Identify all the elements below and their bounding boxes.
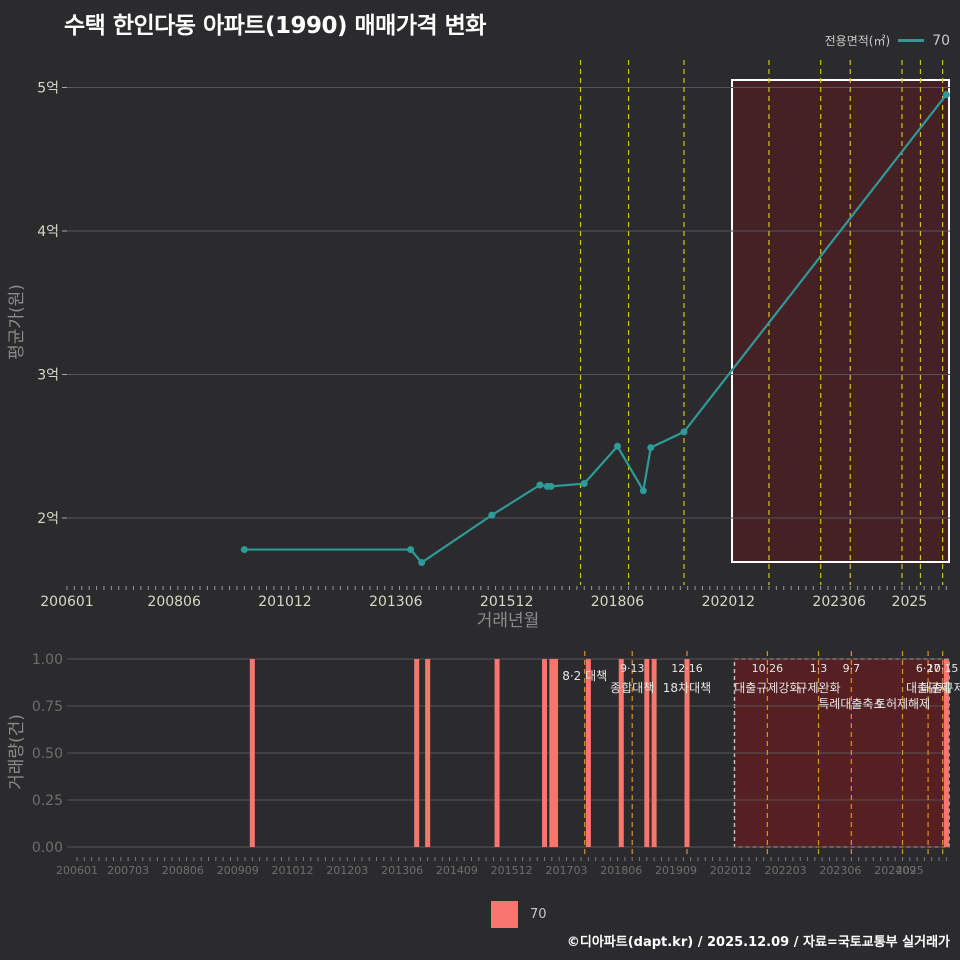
x-tick-label: 201012: [258, 594, 311, 610]
y-tick-label: 4억: [37, 224, 59, 240]
price-point: [536, 481, 544, 489]
x2-tick-label: 201409: [436, 864, 478, 877]
x2-tick-label: 202012: [710, 864, 752, 877]
policy-name-label: 토허제해제: [875, 697, 930, 711]
x2-tick-label: 201512: [491, 864, 533, 877]
chart-title: 수택 한인다동 아파트(1990) 매매가격 변화: [64, 13, 486, 39]
volume-bar: [644, 659, 650, 847]
x-axis-title: 거래년월: [477, 611, 540, 631]
x2-tick-label: 2025: [896, 864, 924, 877]
price-point: [613, 442, 621, 450]
legend-bottom: 70: [491, 901, 547, 928]
volume-bar: [553, 659, 559, 847]
x2-tick-label: 201012: [272, 864, 314, 877]
y-tick-label: 5억: [37, 81, 59, 97]
y2-tick-label: 1.00: [32, 652, 63, 668]
policy-name-label: 특례대출축소: [818, 697, 884, 711]
legend-line-swatch: [898, 39, 925, 42]
x-tick-label: 200601: [40, 594, 93, 610]
y2-tick-label: 0.25: [32, 793, 63, 809]
legend-value: 70: [932, 32, 950, 49]
volume-bar: [618, 659, 624, 847]
highlight-box-top: [731, 79, 951, 563]
volume-bar: [585, 659, 591, 847]
volume-bar: [494, 659, 500, 847]
y2-tick-label: 0.50: [32, 746, 63, 762]
y2-axis-title: 거래량(건): [7, 714, 27, 790]
x2-tick-label: 202306: [819, 864, 861, 877]
legend-bar-swatch: [491, 901, 518, 928]
policy-date-label: 12·16: [671, 662, 703, 675]
policy-date-label: 9·13: [620, 662, 645, 675]
legend-title: 전용면적(㎡): [824, 34, 891, 48]
x-tick-label: 202012: [702, 594, 755, 610]
x-tick-label: 202306: [812, 594, 866, 610]
price-point: [580, 480, 588, 488]
x2-tick-label: 201806: [600, 864, 642, 877]
credit-text: ©디아파트(dapt.kr) / 2025.12.09 / 자료=국토교통부 실…: [566, 935, 950, 950]
x2-tick-label: 200806: [162, 864, 204, 877]
price-point: [407, 546, 415, 554]
x-tick-label: 201806: [591, 594, 645, 610]
legend-top: 전용면적(㎡) 70: [825, 32, 950, 49]
price-point: [547, 482, 555, 490]
price-point: [639, 487, 647, 495]
price-point: [488, 511, 496, 519]
x2-tick-label: 201909: [655, 864, 697, 877]
policy-date-label: 10·15: [927, 662, 959, 675]
price-point: [647, 444, 655, 452]
x-tick-label: 200806: [147, 594, 201, 610]
volume-bar: [549, 659, 555, 847]
x-tick-label: 201512: [480, 594, 533, 610]
x-tick-label: 2025: [892, 594, 928, 610]
volume-bar: [651, 659, 657, 847]
y2-tick-label: 0.75: [32, 699, 63, 715]
x2-tick-label: 201306: [381, 864, 423, 877]
policy-name-label: 대출규제: [921, 681, 960, 695]
x2-tick-label: 202409: [874, 864, 916, 877]
policy-name-label: 8·2 대책: [562, 668, 607, 683]
volume-bar: [249, 659, 255, 847]
policy-date-label: 10·26: [752, 662, 784, 675]
policy-date-label: 9·7: [843, 662, 861, 675]
x2-tick-label: 201703: [545, 864, 587, 877]
policy-name-label: 대출규제강화: [734, 681, 800, 695]
policy-name-label: 18차대책: [663, 680, 711, 695]
price-point: [240, 546, 248, 554]
volume-bar: [684, 659, 690, 847]
legend-bottom-value: 70: [530, 907, 547, 922]
y-tick-label: 3억: [37, 368, 59, 384]
y2-tick-label: 0.00: [32, 840, 63, 856]
price-point: [680, 428, 688, 436]
policy-date-label: 1·3: [810, 662, 828, 675]
x2-tick-label: 200601: [56, 864, 98, 877]
volume-bar: [425, 659, 431, 847]
volume-bar: [414, 659, 420, 847]
x2-tick-label: 200909: [217, 864, 259, 877]
volume-bar: [943, 659, 949, 847]
price-point: [418, 558, 426, 566]
x2-tick-label: 200703: [107, 864, 149, 877]
policy-name-label: 종합대책: [610, 680, 654, 695]
volume-bar: [542, 659, 548, 847]
y-tick-label: 2억: [37, 511, 59, 527]
policy-name-label: 대출규제: [906, 681, 950, 695]
policy-name-label: 규제완화: [796, 681, 840, 695]
x2-tick-label: 202203: [765, 864, 807, 877]
x-tick-label: 201306: [369, 594, 423, 610]
x2-tick-label: 201203: [326, 864, 368, 877]
policy-date-label: 6·27: [916, 662, 941, 675]
price-point: [942, 91, 950, 99]
y-axis-title: 평균가(원): [7, 284, 27, 360]
